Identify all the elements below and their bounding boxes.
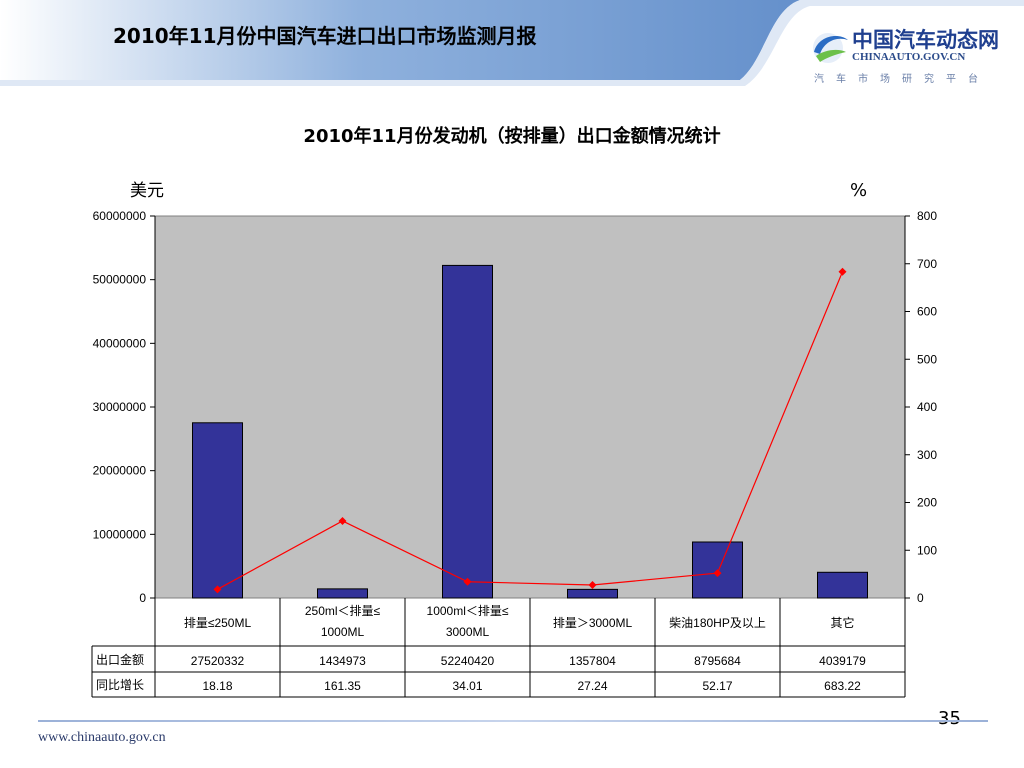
x-axis-category-label: 250ml＜排量≤ — [305, 604, 381, 618]
plot-area — [154, 215, 906, 599]
chart-title: 2010年11月份发动机（按排量）出口金额情况统计 — [303, 126, 721, 147]
logo-text: 中国汽车动态网 — [852, 28, 999, 52]
right-axis-tick-label: 500 — [917, 352, 937, 366]
bar — [567, 588, 618, 599]
right-axis-tick-label: 400 — [917, 400, 937, 414]
table-value: 1434973 — [319, 654, 366, 668]
table-row-header: 同比增长 — [96, 678, 144, 692]
right-axis-tick-label: 800 — [917, 209, 937, 223]
left-axis-tick-label: 40000000 — [93, 336, 147, 350]
line-point — [338, 516, 347, 525]
left-axis-tick-label: 0 — [139, 591, 146, 605]
x-axis-category-label: 排量＞3000ML — [553, 616, 633, 630]
x-axis-category-label: 排量≤250ML — [184, 616, 252, 630]
page-number: 35 — [938, 708, 961, 729]
table-value: 52240420 — [441, 654, 495, 668]
growth-line — [217, 271, 844, 590]
table-value: 18.18 — [202, 679, 232, 693]
table-value: 27.24 — [577, 679, 607, 693]
right-axis-tick-label: 300 — [917, 448, 937, 462]
right-axis-tick-label: 100 — [917, 543, 937, 557]
table-value: 161.35 — [324, 679, 361, 693]
bar — [192, 422, 243, 599]
table-value: 27520332 — [191, 654, 245, 668]
chinaauto-logo: 中国汽车动态网 CHINAAUTO.GOV.CN 汽车市场研究平台 — [808, 22, 1008, 85]
left-axis-tick-label: 30000000 — [93, 400, 147, 414]
table-value: 1357804 — [569, 654, 616, 668]
right-axis-tick-label: 700 — [917, 257, 937, 271]
logo-subtitle: 汽车市场研究平台 — [814, 74, 990, 85]
right-axis-tick-label: 0 — [917, 591, 924, 605]
x-axis-category-label: 1000ml＜排量≤ — [427, 604, 509, 618]
right-axis-tick-label: 600 — [917, 305, 937, 319]
left-axis-unit: 美元 — [130, 181, 164, 201]
x-axis-category-label: 其它 — [830, 615, 854, 630]
left-axis-tick-label: 50000000 — [93, 273, 147, 287]
logo-url: CHINAAUTO.GOV.CN — [852, 51, 966, 63]
footer-divider — [38, 720, 988, 722]
table-value: 683.22 — [824, 679, 861, 693]
right-axis-unit: % — [850, 180, 868, 201]
table-value: 52.17 — [702, 679, 732, 693]
left-axis-tick-label: 20000000 — [93, 464, 147, 478]
x-axis-category-label: 1000ML — [321, 625, 365, 639]
line-point — [838, 267, 847, 276]
right-axis-tick-label: 200 — [917, 496, 937, 510]
left-axis-tick-label: 10000000 — [93, 527, 147, 541]
footer-url: www.chinaauto.gov.cn — [38, 730, 166, 745]
bar — [817, 571, 868, 599]
x-axis-category-label: 3000ML — [446, 625, 490, 639]
line-point — [588, 580, 597, 589]
table-value: 4039179 — [819, 654, 866, 668]
left-axis-tick-label: 60000000 — [93, 209, 147, 223]
swoosh-icon — [813, 33, 848, 63]
header-band — [0, 0, 1024, 86]
table-row-header: 出口金额 — [96, 652, 144, 667]
x-axis-category-label: 柴油180HP及以上 — [669, 616, 766, 630]
table-value: 34.01 — [452, 679, 482, 693]
line-point — [213, 585, 222, 594]
page-header-title: 2010年11月份中国汽车进口出口市场监测月报 — [113, 24, 537, 48]
bar — [317, 588, 368, 599]
line-point — [713, 569, 722, 578]
line-point — [463, 577, 472, 586]
table-value: 8795684 — [694, 654, 741, 668]
bar — [442, 264, 493, 599]
